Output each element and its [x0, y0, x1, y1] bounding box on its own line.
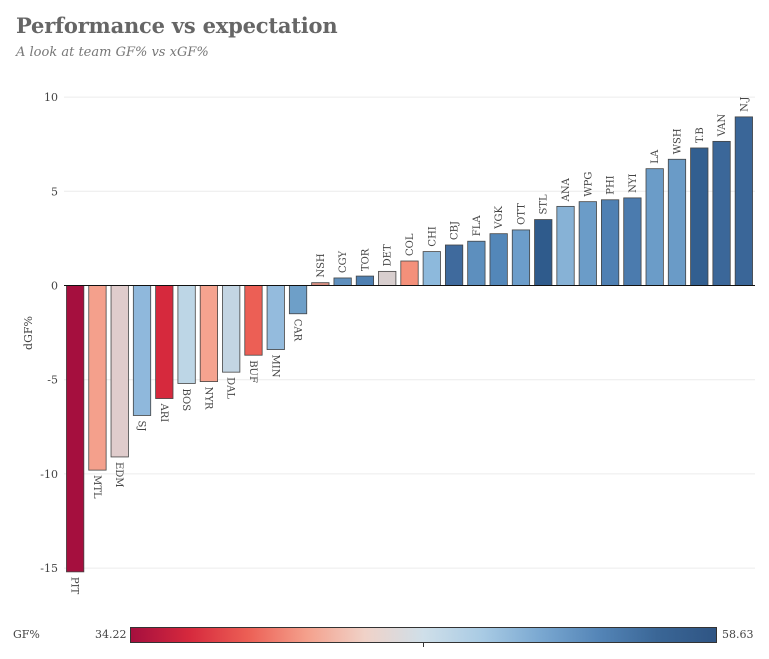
- y-axis-ticks: -15 -10 -5 0 5 10: [40, 91, 58, 575]
- bar-label: PHI: [606, 175, 617, 194]
- bar: [199, 285, 218, 382]
- bar: [489, 233, 508, 286]
- bar-label: ANA: [561, 177, 572, 202]
- gridlines: [64, 96, 755, 569]
- bar-label: SJ: [136, 420, 147, 431]
- bar: [601, 199, 620, 286]
- legend-min-value: 34.22: [95, 628, 127, 641]
- bar: [333, 277, 352, 286]
- y-tick-label: 10: [44, 91, 58, 104]
- color-scale-bar: [130, 627, 717, 643]
- bar: [110, 285, 129, 458]
- bar: [623, 197, 642, 286]
- bar: [444, 244, 464, 286]
- bar-label: MTL: [91, 475, 102, 499]
- bar-label: NYI: [628, 174, 639, 193]
- bar: [132, 285, 152, 416]
- bar-label: ARI: [158, 403, 169, 423]
- bar-label: VGK: [494, 205, 505, 229]
- bar-label: CHI: [427, 226, 438, 246]
- y-tick-label: 0: [51, 280, 58, 293]
- bar-label: EDM: [113, 462, 124, 488]
- bar-label: WSH: [672, 128, 683, 154]
- bar: [355, 275, 375, 286]
- bars: [66, 116, 753, 573]
- bar-label: COL: [405, 233, 416, 256]
- bar: [712, 140, 731, 286]
- bar-label: NYR: [202, 387, 213, 410]
- chart-subtitle: A look at team GF% vs xGF%: [16, 45, 209, 60]
- bar-label: N.J: [739, 97, 750, 112]
- bar-label: DET: [383, 244, 394, 266]
- bar-label: NSH: [316, 253, 327, 278]
- bar: [378, 270, 397, 286]
- bar-label: LA: [650, 149, 661, 164]
- y-tick-label: -5: [47, 374, 58, 387]
- bar: [177, 285, 196, 384]
- bar-label: T.B: [695, 127, 706, 143]
- bar-label: BUF: [247, 360, 258, 383]
- bar-label: TOR: [360, 248, 371, 271]
- bar: [244, 285, 263, 356]
- bar: [222, 285, 241, 373]
- color-scale-tick: [423, 643, 424, 647]
- bar-label: CGY: [338, 251, 349, 273]
- bar: [667, 158, 687, 286]
- bar: [511, 229, 531, 286]
- bar-label: DAL: [225, 377, 236, 399]
- bar: [266, 285, 285, 350]
- bar: [645, 168, 664, 286]
- chart-title: Performance vs expectation: [16, 13, 338, 38]
- y-axis-label: dGF%: [22, 316, 35, 350]
- bar-label: BOS: [180, 388, 191, 411]
- bar-label: CBJ: [450, 221, 461, 240]
- bar: [422, 251, 441, 286]
- bar-labels: PIT MTL EDM SJ ARI BOS NYR DAL BUF MIN CAR NSH CGY TO…: [69, 97, 751, 595]
- bar-label: PIT: [69, 577, 80, 595]
- bar-label: OTT: [516, 203, 527, 225]
- bar: [556, 205, 575, 286]
- bar-label: STL: [539, 194, 550, 215]
- bar: [66, 285, 85, 573]
- bar: [690, 147, 709, 286]
- bar-label: WPG: [583, 172, 594, 197]
- bar: [578, 201, 597, 286]
- bar-label: CAR: [292, 319, 303, 342]
- bar-label: FLA: [472, 215, 483, 237]
- legend-title: GF%: [13, 628, 40, 641]
- bar: [534, 219, 553, 286]
- legend-max-value: 58.63: [722, 628, 754, 641]
- bar: [288, 285, 308, 315]
- bar-label: MIN: [269, 355, 280, 378]
- y-tick-label: -10: [40, 468, 58, 481]
- y-tick-label: 5: [51, 185, 58, 198]
- bar: [734, 116, 753, 286]
- bar: [400, 260, 419, 286]
- bar: [88, 285, 107, 471]
- bar: [155, 285, 174, 399]
- y-tick-label: -15: [40, 562, 58, 575]
- bar-label: VAN: [717, 114, 728, 138]
- bar-chart: -15 -10 -5 0 5 10 dGF% PIT MTL EDM SJ ARI BOS NYR DA…: [22, 91, 755, 595]
- bar: [467, 240, 486, 286]
